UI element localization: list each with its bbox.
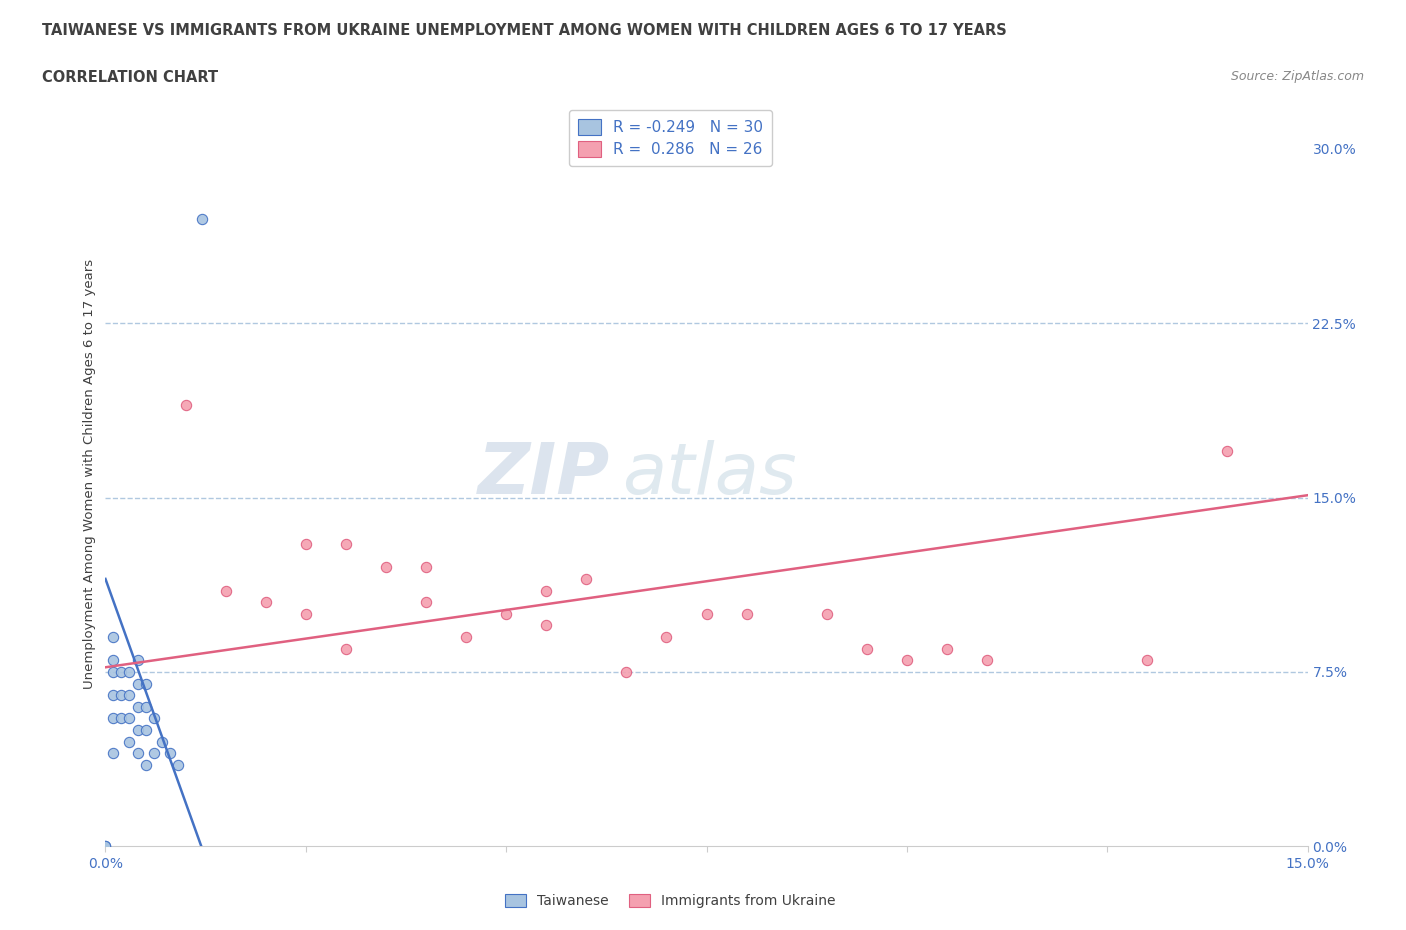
- Point: [696, 606, 718, 621]
- Point: [103, 630, 125, 644]
- Point: [127, 653, 149, 668]
- Point: [855, 642, 877, 657]
- Point: [159, 746, 181, 761]
- Point: [94, 839, 117, 854]
- Point: [534, 583, 557, 598]
- Point: [110, 711, 132, 726]
- Point: [135, 757, 157, 772]
- Point: [374, 560, 398, 575]
- Point: [254, 595, 277, 610]
- Point: [150, 735, 173, 750]
- Legend: Taiwanese, Immigrants from Ukraine: Taiwanese, Immigrants from Ukraine: [499, 889, 841, 914]
- Point: [335, 537, 357, 551]
- Point: [896, 653, 918, 668]
- Point: [735, 606, 758, 621]
- Point: [335, 642, 357, 657]
- Point: [142, 746, 165, 761]
- Point: [135, 723, 157, 737]
- Point: [214, 583, 236, 598]
- Point: [110, 688, 132, 703]
- Point: [118, 711, 141, 726]
- Point: [103, 665, 125, 680]
- Point: [616, 665, 638, 680]
- Point: [110, 665, 132, 680]
- Point: [295, 537, 318, 551]
- Point: [174, 397, 197, 412]
- Point: [94, 839, 117, 854]
- Point: [118, 735, 141, 750]
- Point: [976, 653, 998, 668]
- Point: [135, 699, 157, 714]
- Text: CORRELATION CHART: CORRELATION CHART: [42, 70, 218, 85]
- Point: [295, 606, 318, 621]
- Point: [534, 618, 557, 633]
- Point: [415, 560, 437, 575]
- Text: atlas: atlas: [623, 440, 797, 509]
- Point: [190, 211, 212, 226]
- Point: [103, 688, 125, 703]
- Point: [118, 665, 141, 680]
- Point: [1216, 444, 1239, 458]
- Point: [936, 642, 959, 657]
- Text: TAIWANESE VS IMMIGRANTS FROM UKRAINE UNEMPLOYMENT AMONG WOMEN WITH CHILDREN AGES: TAIWANESE VS IMMIGRANTS FROM UKRAINE UNE…: [42, 23, 1007, 38]
- Point: [415, 595, 437, 610]
- Point: [1136, 653, 1159, 668]
- Point: [575, 571, 598, 587]
- Point: [127, 723, 149, 737]
- Point: [127, 746, 149, 761]
- Point: [118, 688, 141, 703]
- Text: Source: ZipAtlas.com: Source: ZipAtlas.com: [1230, 70, 1364, 83]
- Point: [166, 757, 188, 772]
- Point: [103, 653, 125, 668]
- Point: [815, 606, 838, 621]
- Point: [103, 746, 125, 761]
- Y-axis label: Unemployment Among Women with Children Ages 6 to 17 years: Unemployment Among Women with Children A…: [83, 259, 97, 689]
- Point: [127, 676, 149, 691]
- Point: [142, 711, 165, 726]
- Point: [495, 606, 517, 621]
- Point: [103, 711, 125, 726]
- Point: [454, 630, 477, 644]
- Point: [655, 630, 678, 644]
- Text: ZIP: ZIP: [478, 440, 610, 509]
- Point: [127, 699, 149, 714]
- Point: [135, 676, 157, 691]
